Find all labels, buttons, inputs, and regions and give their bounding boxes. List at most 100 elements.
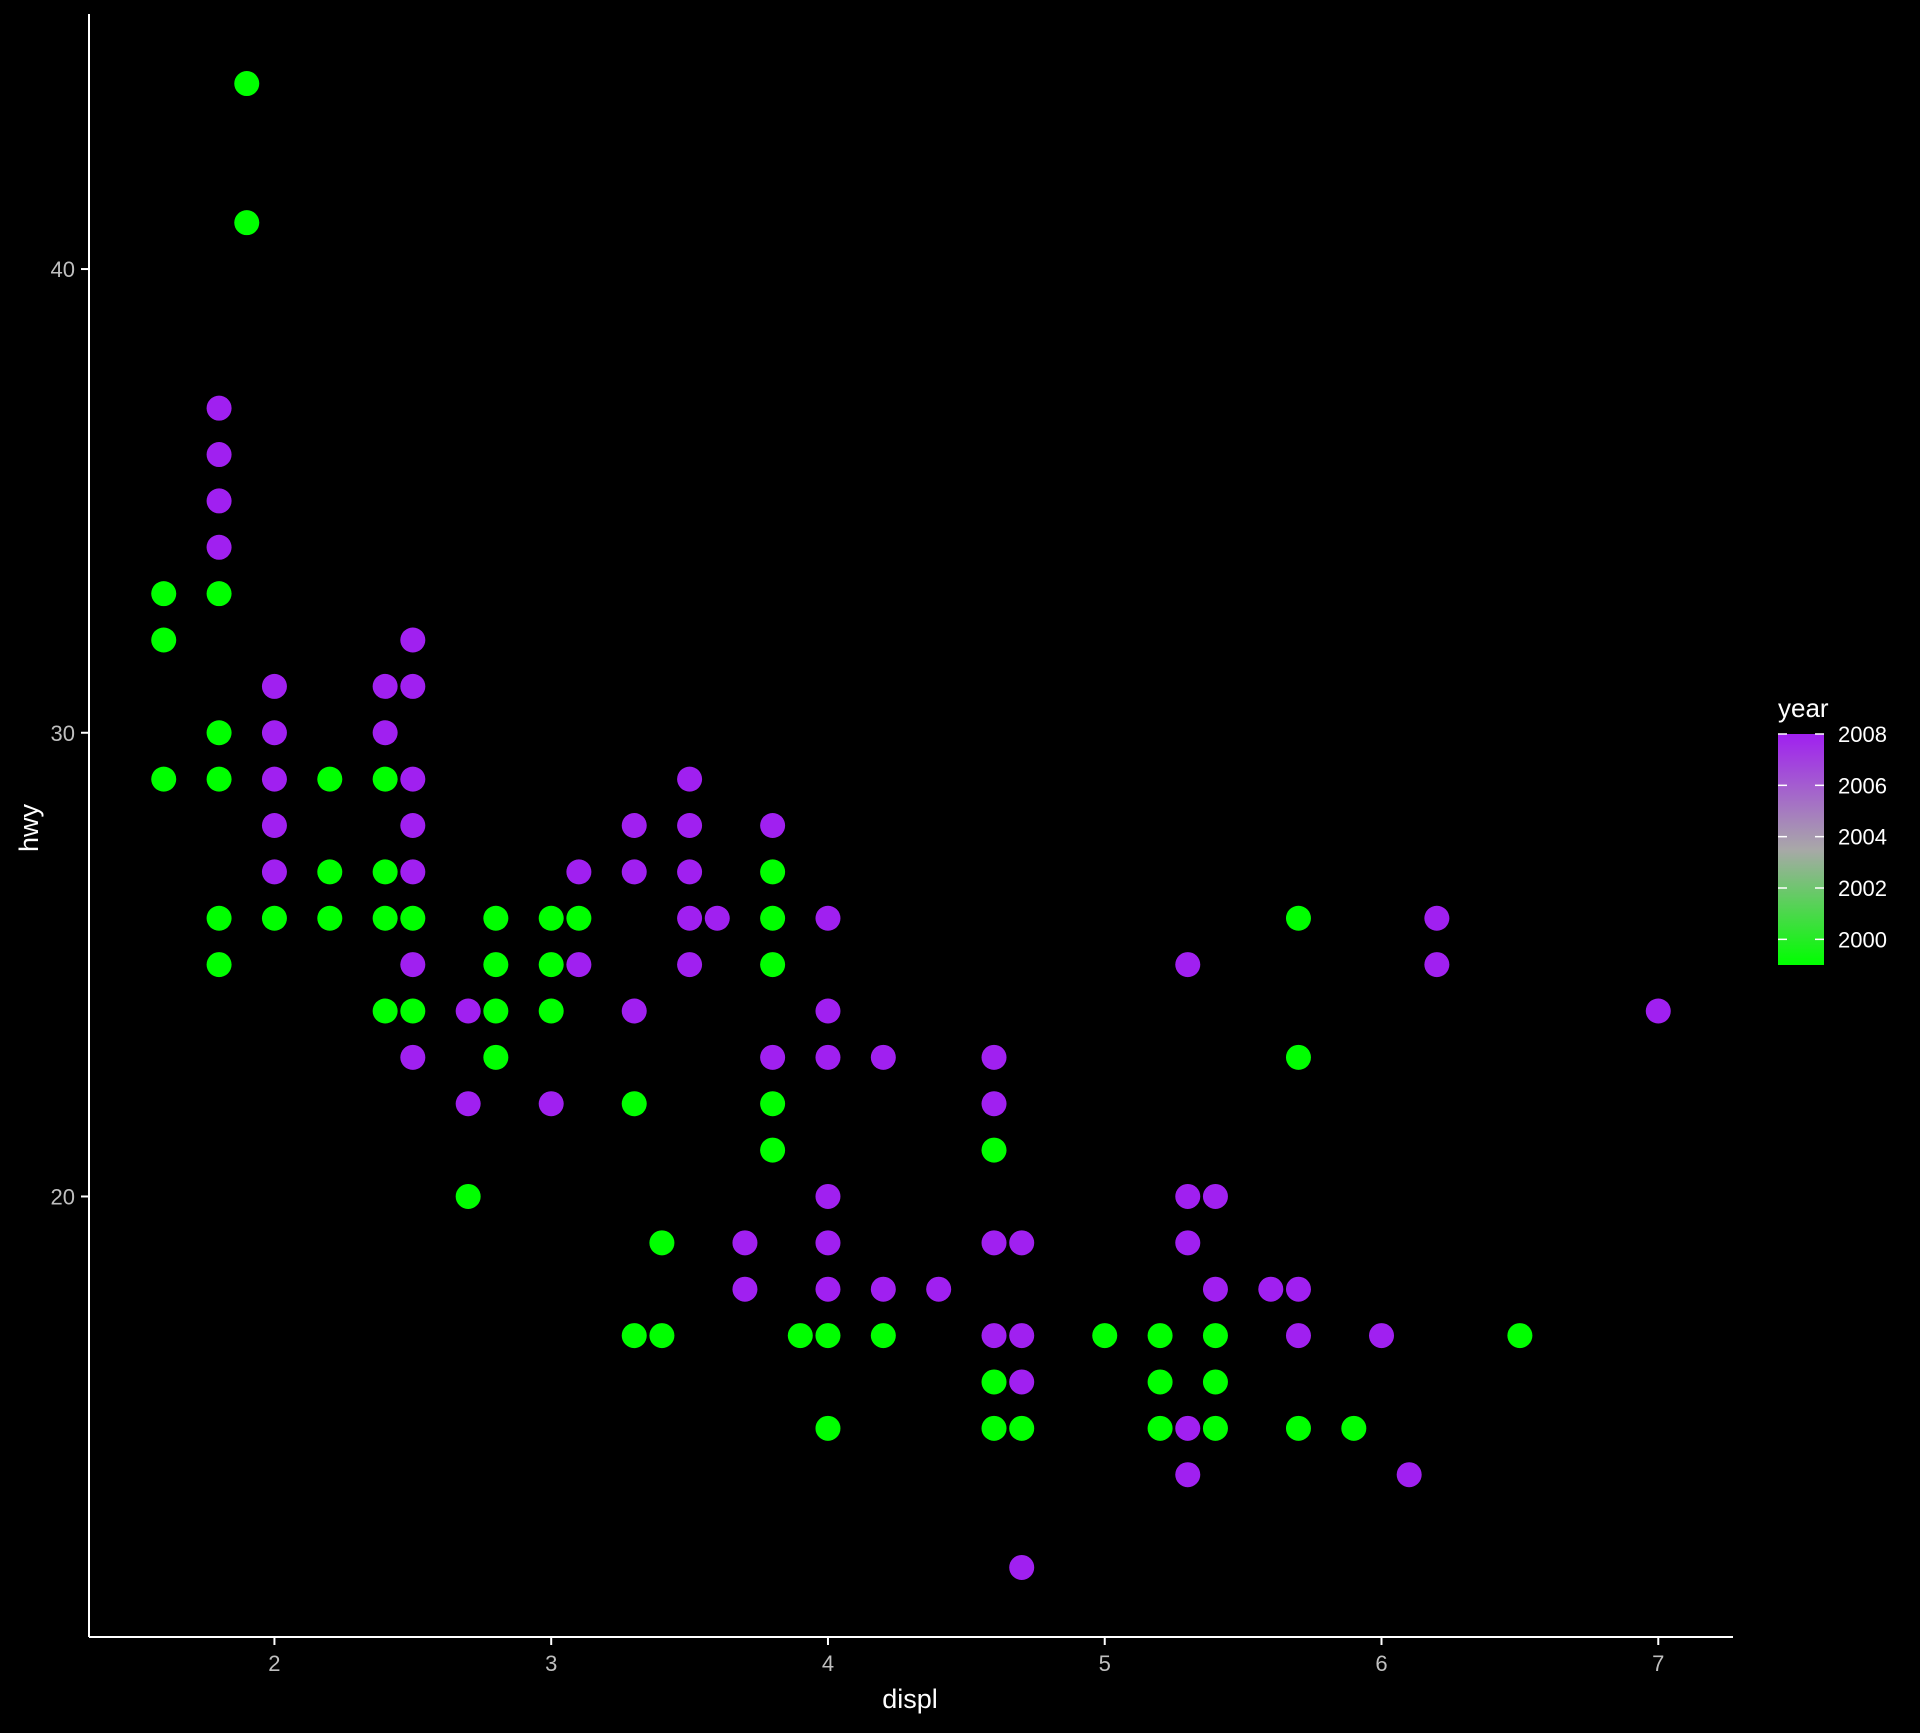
- data-point: [1175, 1230, 1201, 1256]
- data-point: [206, 534, 232, 560]
- legend-label: 2008: [1838, 722, 1887, 747]
- data-point: [677, 859, 703, 885]
- data-point: [372, 720, 398, 746]
- legend-ticks-layer: 2008 2006 2004 2002 2000: [1778, 722, 1887, 952]
- data-point: [1009, 1230, 1035, 1256]
- data-point: [206, 488, 232, 514]
- data-point: [1147, 1323, 1173, 1349]
- data-point: [261, 766, 287, 792]
- data-point: [1258, 1276, 1284, 1302]
- data-point: [206, 581, 232, 607]
- data-point: [870, 1323, 896, 1349]
- data-point: [455, 1091, 481, 1117]
- x-tick-label: 2: [268, 1651, 280, 1676]
- data-point: [981, 1369, 1007, 1395]
- data-point: [566, 905, 592, 931]
- data-point: [815, 1183, 841, 1209]
- y-ticks-layer: 20 30 40: [51, 257, 89, 1209]
- data-point: [815, 998, 841, 1024]
- data-point: [151, 627, 177, 653]
- data-point: [815, 1276, 841, 1302]
- data-point: [1202, 1183, 1228, 1209]
- data-point: [870, 1276, 896, 1302]
- data-point: [400, 859, 426, 885]
- data-point: [566, 952, 592, 978]
- data-point: [1009, 1369, 1035, 1395]
- data-point: [760, 859, 786, 885]
- data-point: [760, 952, 786, 978]
- legend-label: 2006: [1838, 773, 1887, 798]
- data-point: [1424, 905, 1450, 931]
- data-point: [1285, 1415, 1311, 1441]
- legend-title: year: [1778, 693, 1829, 723]
- data-point: [1175, 1462, 1201, 1488]
- data-point: [206, 395, 232, 421]
- data-point: [372, 673, 398, 699]
- data-point: [206, 905, 232, 931]
- data-point: [261, 905, 287, 931]
- data-point: [372, 766, 398, 792]
- data-point: [483, 998, 509, 1024]
- data-point: [1424, 952, 1450, 978]
- data-point: [1285, 1323, 1311, 1349]
- data-point: [566, 859, 592, 885]
- data-point: [372, 998, 398, 1024]
- data-point: [677, 766, 703, 792]
- x-ticks-layer: 2 3 4 5 6 7: [268, 1637, 1664, 1676]
- data-point: [538, 905, 564, 931]
- data-point: [981, 1044, 1007, 1070]
- data-point: [206, 952, 232, 978]
- data-point: [1147, 1415, 1173, 1441]
- data-point: [317, 859, 343, 885]
- y-tick-label: 20: [51, 1184, 75, 1209]
- data-point: [1507, 1323, 1533, 1349]
- data-point: [1147, 1369, 1173, 1395]
- legend-colorbar: [1778, 734, 1824, 965]
- data-point: [760, 813, 786, 838]
- data-point: [1285, 1044, 1311, 1070]
- data-point: [760, 1137, 786, 1163]
- data-point: [400, 627, 426, 653]
- y-axis-label: hwy: [14, 803, 44, 852]
- points-layer: [151, 71, 1671, 1580]
- data-point: [815, 1044, 841, 1070]
- data-point: [538, 1091, 564, 1117]
- data-point: [400, 1044, 426, 1070]
- data-point: [206, 766, 232, 792]
- data-point: [151, 766, 177, 792]
- data-point: [400, 952, 426, 978]
- data-point: [815, 1415, 841, 1441]
- x-tick-label: 6: [1375, 1651, 1387, 1676]
- data-point: [815, 1323, 841, 1349]
- legend-label: 2002: [1838, 876, 1887, 901]
- y-tick-label: 40: [51, 257, 75, 282]
- data-point: [234, 71, 260, 97]
- data-point: [1009, 1323, 1035, 1349]
- data-point: [677, 905, 703, 931]
- data-point: [649, 1230, 675, 1256]
- x-tick-label: 5: [1099, 1651, 1111, 1676]
- data-point: [234, 210, 260, 236]
- data-point: [261, 673, 287, 699]
- data-point: [538, 952, 564, 978]
- data-point: [704, 905, 730, 931]
- data-point: [760, 1091, 786, 1117]
- data-point: [372, 859, 398, 885]
- data-point: [621, 859, 647, 885]
- data-point: [677, 952, 703, 978]
- data-point: [1341, 1415, 1367, 1441]
- data-point: [621, 998, 647, 1024]
- data-point: [483, 952, 509, 978]
- data-point: [372, 905, 398, 931]
- data-point: [815, 1230, 841, 1256]
- data-point: [1369, 1323, 1395, 1349]
- data-point: [483, 905, 509, 931]
- data-point: [206, 442, 232, 468]
- data-point: [1009, 1415, 1035, 1441]
- data-point: [981, 1230, 1007, 1256]
- data-point: [621, 813, 647, 838]
- data-point: [1202, 1415, 1228, 1441]
